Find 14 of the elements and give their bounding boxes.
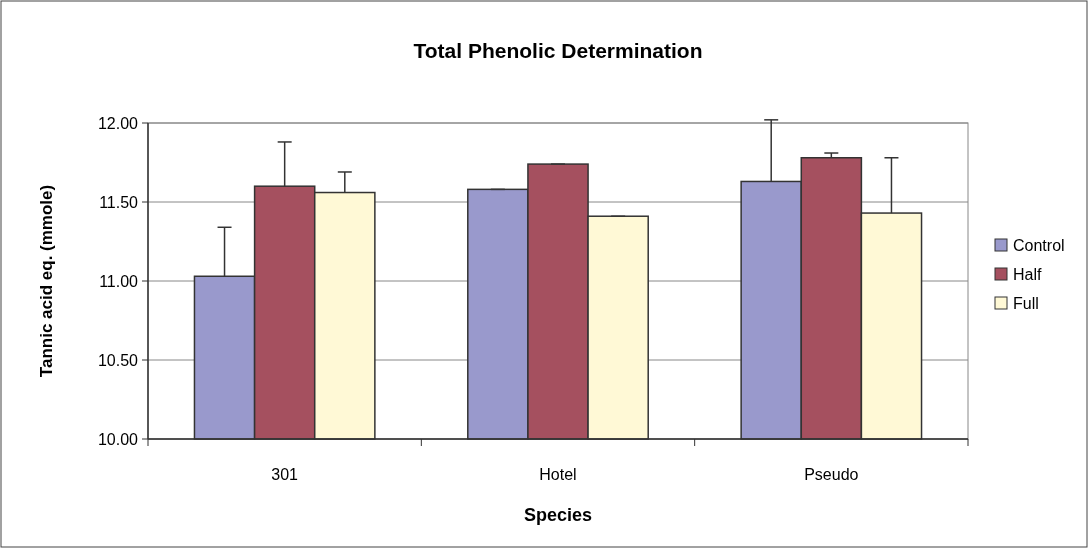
y-tick-label: 10.00	[97, 430, 139, 448]
legend-label: Full	[1013, 294, 1039, 312]
x-tick-label: 301	[271, 466, 299, 483]
legend-label: Control	[1013, 236, 1065, 254]
x-tick-label: Hotel	[539, 466, 577, 483]
chart-title: Total Phenolic Determination	[413, 39, 703, 62]
y-tick-label: 10.50	[97, 351, 139, 369]
x-tick-label: Pseudo	[804, 466, 859, 483]
legend-label: Half	[1013, 265, 1043, 283]
y-tick-label: 11.00	[99, 272, 139, 290]
y-tick-label: 12.00	[97, 114, 139, 132]
y-axis-title: Tannic acid eq. (mmole)	[37, 184, 56, 378]
y-tick-label: 11.50	[99, 193, 139, 211]
x-axis-title: Species	[523, 505, 593, 525]
